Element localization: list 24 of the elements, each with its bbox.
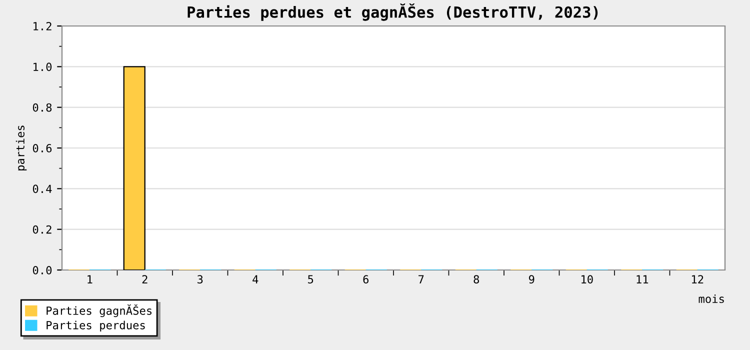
x-tick-label: 2 bbox=[142, 275, 148, 284]
x-tick-label: 8 bbox=[474, 275, 480, 284]
y-tick-label: 0.8 bbox=[32, 103, 52, 112]
legend-label: Parties gagnĂŠes bbox=[46, 304, 152, 318]
x-tick-label: 5 bbox=[308, 275, 314, 284]
x-tick-label: 11 bbox=[636, 275, 648, 284]
y-tick-label: 1.0 bbox=[34, 62, 52, 72]
x-tick-label: 9 bbox=[528, 275, 534, 284]
x-tick-label: 4 bbox=[252, 275, 258, 284]
x-tick-label: 12 bbox=[692, 275, 704, 284]
y-tick-label: 0.2 bbox=[32, 225, 52, 234]
y-axis-title: parties bbox=[16, 126, 27, 170]
legend-label: Parties perdues bbox=[46, 320, 145, 332]
x-tick-label: 10 bbox=[582, 275, 593, 284]
y-tick-label: 0.4 bbox=[32, 184, 52, 194]
x-tick-label: 1 bbox=[88, 275, 92, 284]
y-tick-label: 0.0 bbox=[32, 266, 52, 274]
x-axis-title: mois bbox=[698, 294, 724, 304]
y-tick-label: 0.6 bbox=[32, 144, 52, 152]
y-tick-label: 1.2 bbox=[34, 22, 52, 30]
chart-title: Parties perdues et gagnĂŠes (DestroTTV, 2023) bbox=[188, 4, 598, 21]
x-tick-label: 6 bbox=[363, 275, 368, 284]
x-tick-label: 7 bbox=[418, 275, 424, 284]
x-tick-label: 3 bbox=[198, 275, 203, 284]
